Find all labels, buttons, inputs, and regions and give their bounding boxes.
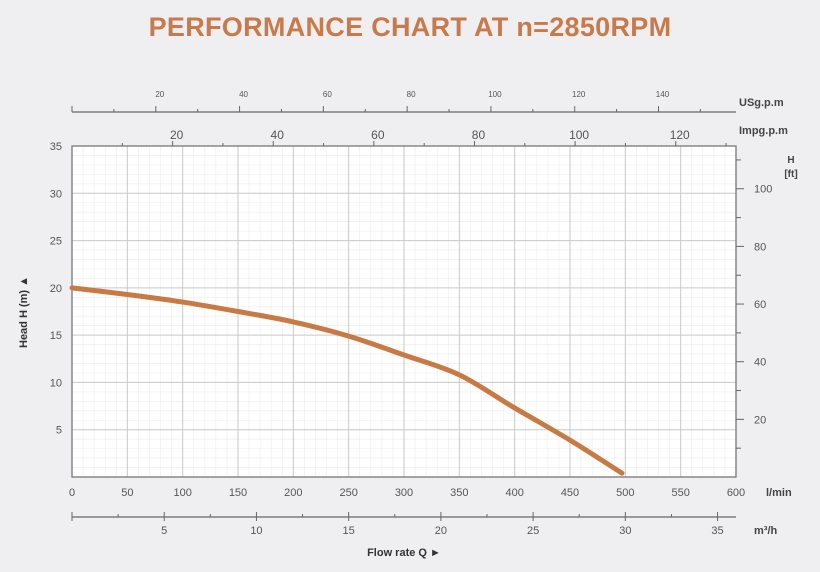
usgpm-tick-label: 140 — [656, 90, 670, 99]
usgpm-tick-label: 120 — [572, 90, 586, 99]
y-tick-label: 15 — [50, 330, 62, 342]
x-unit-label: l/min — [766, 487, 792, 499]
x-axis-label: Flow rate Q ► — [367, 547, 441, 559]
x-tick-label: 400 — [505, 487, 523, 499]
y-tick-label: 30 — [50, 188, 62, 200]
usgpm-tick-label: 20 — [155, 90, 164, 99]
y-axis-label: Head H (m) ▲ — [18, 276, 30, 348]
m3h-tick-label: 35 — [711, 525, 723, 537]
x-tick-label: 150 — [229, 487, 247, 499]
m3h-tick-label: 30 — [619, 525, 631, 537]
ft-tick-label: 100 — [754, 184, 772, 196]
m3h-unit-label: m³/h — [754, 525, 778, 537]
m3h-tick-label: 5 — [161, 525, 167, 537]
m3h-tick-label: 10 — [250, 525, 262, 537]
m3h-tick-label: 25 — [527, 525, 539, 537]
plot-frame — [71, 145, 737, 478]
impgpm-tick-label: 80 — [472, 128, 486, 142]
usgpm-tick-label: 60 — [323, 90, 332, 99]
impgpm-unit-label: Impg.p.m — [739, 125, 788, 137]
x-tick-label: 550 — [671, 487, 689, 499]
chart-title: PERFORMANCE CHART AT n=2850RPM — [148, 12, 672, 42]
y-tick-label: 10 — [50, 377, 62, 389]
m3h-tick-label: 15 — [343, 525, 355, 537]
x-tick-label: 250 — [339, 487, 357, 499]
x-tick-label: 450 — [561, 487, 579, 499]
y-tick-label: 5 — [56, 425, 62, 437]
x-tick-label: 50 — [121, 487, 133, 499]
ft-tick-label: 80 — [754, 241, 766, 253]
impgpm-tick-label: 60 — [371, 128, 385, 142]
x-tick-label: 600 — [727, 487, 745, 499]
y-tick-label: 20 — [50, 283, 62, 295]
usgpm-tick-label: 100 — [488, 90, 502, 99]
ft-tick-label: 40 — [754, 357, 766, 369]
x-tick-label: 350 — [450, 487, 468, 499]
impgpm-tick-label: 100 — [569, 128, 589, 142]
ft-tick-label: 20 — [754, 414, 766, 426]
y-tick-label: 35 — [50, 141, 62, 153]
ft-unit-label: H — [787, 155, 794, 166]
impgpm-tick-label: 20 — [170, 128, 184, 142]
usgpm-unit-label: USg.p.m — [739, 97, 784, 109]
x-tick-label: 500 — [616, 487, 634, 499]
m3h-tick-label: 20 — [435, 525, 447, 537]
usgpm-tick-label: 40 — [239, 90, 248, 99]
impgpm-tick-label: 40 — [271, 128, 285, 142]
x-tick-label: 300 — [395, 487, 413, 499]
ft-unit-label: [ft] — [784, 169, 797, 180]
x-tick-label: 0 — [69, 487, 75, 499]
impgpm-tick-label: 120 — [670, 128, 690, 142]
x-tick-label: 100 — [173, 487, 191, 499]
y-tick-label: 25 — [50, 236, 62, 248]
usgpm-tick-label: 80 — [407, 90, 416, 99]
x-tick-label: 200 — [284, 487, 302, 499]
ft-tick-label: 60 — [754, 299, 766, 311]
